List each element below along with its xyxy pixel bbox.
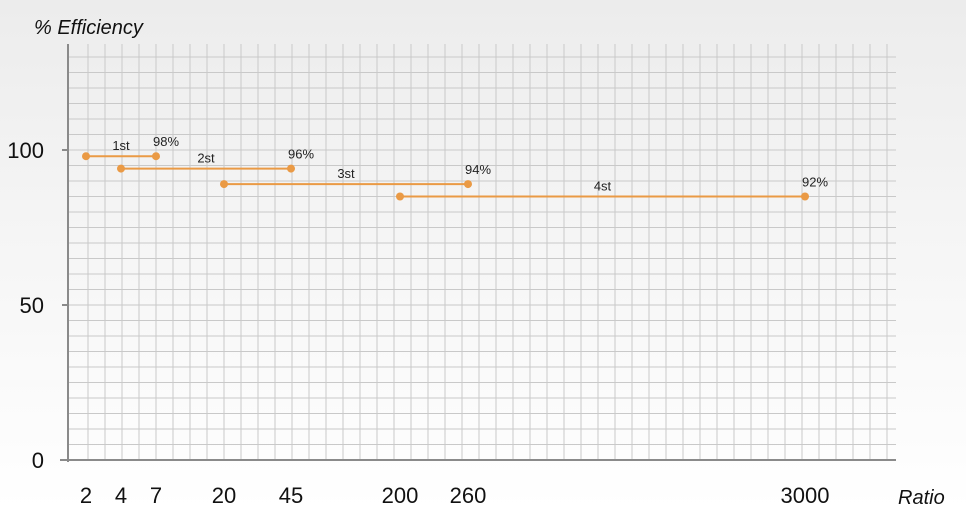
series-name-label: 2st [197,151,215,166]
series-point-start-2st [117,164,125,173]
series-point-end-2st [287,164,295,173]
x-tick-label: 2 [80,483,92,508]
series-point-end-3st [464,180,472,189]
y-tick-label: 100 [7,138,44,163]
x-axis-title: Ratio [898,487,945,509]
y-axis-title: % Efficiency [34,17,144,39]
series-point-end-4st [801,192,809,201]
series-point-start-4st [396,192,404,201]
series-point-end-1st [152,152,160,161]
y-tick-label: 50 [20,293,44,318]
x-tick-label: 7 [150,483,162,508]
series-point-start-1st [82,152,90,161]
series-name-label: 3st [337,166,355,181]
series-point-start-3st [220,180,228,189]
x-tick-label: 4 [115,483,127,508]
x-tick-label: 200 [382,483,419,508]
x-tick-label: 45 [279,483,303,508]
tick-labels: 0 50 100 2 4 7 20 45 200 260 3000 [7,138,829,508]
y-tick-label: 0 [32,448,44,473]
x-tick-label: 3000 [781,483,830,508]
x-tick-label: 20 [212,483,236,508]
series-value-label: 92% [802,175,828,190]
series-value-label: 98% [153,134,179,149]
series-value-label: 94% [465,162,491,177]
series-marks: 1st 98% 2st 96% 3st 94% 4st 92% [82,134,828,201]
series-name-label: 4st [594,179,612,194]
x-tick-label: 260 [450,483,487,508]
series-value-label: 96% [288,147,314,162]
grid [68,44,896,460]
series-name-label: 1st [112,138,130,153]
axes [60,44,896,462]
